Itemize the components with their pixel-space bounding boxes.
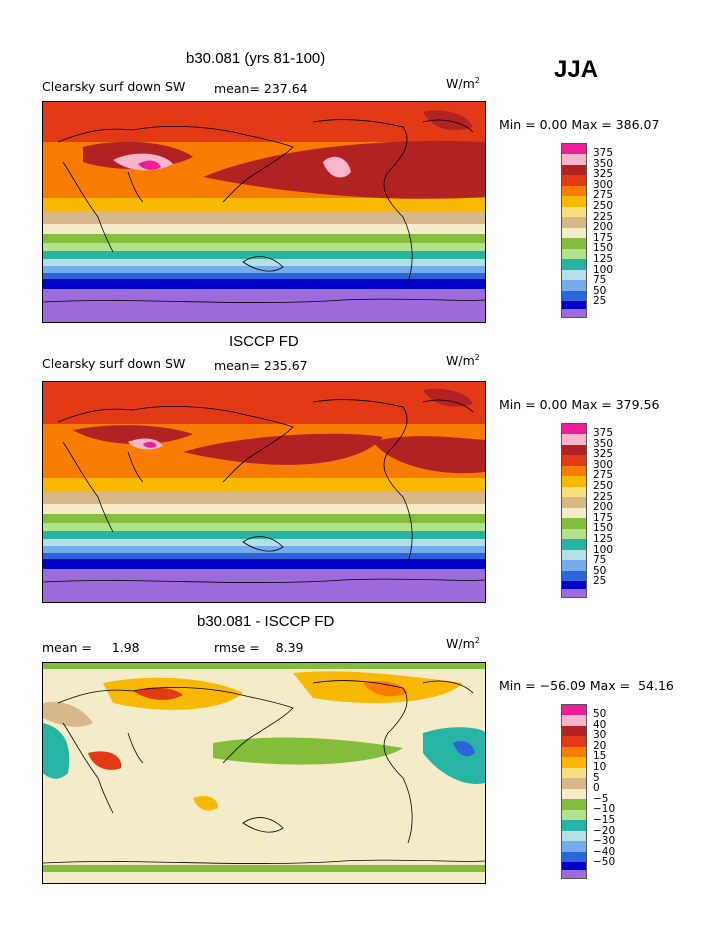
cb-tick: 350 bbox=[593, 157, 614, 170]
cb-tick: 175 bbox=[593, 231, 614, 244]
cb-tick: 350 bbox=[593, 437, 614, 450]
panel3-rmse: rmse = 8.39 bbox=[214, 640, 304, 655]
cb-tick: −15 bbox=[593, 813, 616, 826]
panel1-title: b30.081 (yrs 81-100) bbox=[186, 50, 326, 67]
cb-tick: 100 bbox=[593, 263, 614, 276]
cb-tick: 25 bbox=[593, 575, 607, 588]
panel1-mean: mean= 237.64 bbox=[214, 81, 308, 96]
panel3-colorbar-svg bbox=[561, 704, 587, 879]
cb-tick: 250 bbox=[593, 479, 614, 492]
cb-tick: 75 bbox=[593, 274, 607, 287]
cb-tick: 300 bbox=[593, 458, 614, 471]
panel2-colorbar-svg bbox=[561, 423, 587, 598]
panel2-map bbox=[42, 381, 486, 603]
cb-tick: 200 bbox=[593, 221, 614, 234]
cb-tick: 5 bbox=[593, 771, 600, 784]
panel1-units: W/m2 bbox=[446, 76, 480, 92]
panel3-mean: mean = 1.98 bbox=[42, 640, 140, 655]
cb-tick: 275 bbox=[593, 469, 614, 482]
cb-tick: 125 bbox=[593, 252, 614, 265]
panel1-colorbar-ticks: 375 350 325 300 275 250 225 200 175 150 … bbox=[593, 148, 613, 307]
panel1-minmax: Min = 0.00 Max = 386.07 bbox=[499, 117, 660, 132]
cb-tick: 15 bbox=[593, 750, 607, 763]
cb-tick: 0 bbox=[593, 782, 600, 795]
cb-tick: −10 bbox=[593, 803, 616, 816]
panel1-colorbar-svg bbox=[561, 143, 587, 318]
cb-tick: −30 bbox=[593, 835, 616, 848]
panel2-colorbar bbox=[561, 423, 589, 598]
panel1-map bbox=[42, 101, 486, 323]
cb-tick: 30 bbox=[593, 729, 607, 742]
cb-tick: 300 bbox=[593, 178, 614, 191]
panel1-variable-label: Clearsky surf down SW bbox=[42, 79, 186, 94]
cb-tick: 125 bbox=[593, 532, 614, 545]
cb-tick: 10 bbox=[593, 760, 607, 773]
cb-tick: −40 bbox=[593, 845, 616, 858]
panel3-minmax: Min = −56.09 Max = 54.16 bbox=[499, 678, 674, 693]
cb-tick: 150 bbox=[593, 522, 614, 535]
cb-tick: 175 bbox=[593, 511, 614, 524]
cb-tick: −20 bbox=[593, 824, 616, 837]
cb-tick: 50 bbox=[593, 564, 607, 577]
cb-tick: 250 bbox=[593, 199, 614, 212]
panel1-map-svg bbox=[43, 102, 485, 322]
cb-tick: −5 bbox=[593, 792, 609, 805]
panel2-map-svg bbox=[43, 382, 485, 602]
panel3-map-svg bbox=[43, 663, 485, 883]
cb-tick: 325 bbox=[593, 168, 614, 181]
cb-tick: 325 bbox=[593, 448, 614, 461]
cb-tick: 375 bbox=[593, 147, 614, 159]
season-label: JJA bbox=[554, 56, 599, 83]
panel2-variable-label: Clearsky surf down SW bbox=[42, 356, 186, 371]
cb-tick: 50 bbox=[593, 708, 607, 720]
panel2-title: ISCCP FD bbox=[229, 333, 299, 350]
cb-tick: 25 bbox=[593, 295, 607, 308]
panel3-title: b30.081 - ISCCP FD bbox=[197, 613, 335, 630]
panel3-units: W/m2 bbox=[446, 636, 480, 652]
cb-tick: 225 bbox=[593, 210, 614, 223]
panel3-colorbar bbox=[561, 704, 589, 879]
cb-tick: 100 bbox=[593, 543, 614, 556]
cb-tick: 275 bbox=[593, 189, 614, 202]
cb-tick: 75 bbox=[593, 554, 607, 567]
panel2-colorbar-ticks: 375 350 325 300 275 250 225 200 175 150 … bbox=[593, 428, 613, 587]
cb-tick: −50 bbox=[593, 856, 616, 869]
panel2-mean: mean= 235.67 bbox=[214, 358, 308, 373]
cb-tick: 50 bbox=[593, 284, 607, 297]
cb-tick: 20 bbox=[593, 739, 607, 752]
panel3-map bbox=[42, 662, 486, 884]
panel2-minmax: Min = 0.00 Max = 379.56 bbox=[499, 397, 660, 412]
cb-tick: 150 bbox=[593, 242, 614, 255]
cb-tick: 225 bbox=[593, 490, 614, 503]
cb-tick: 40 bbox=[593, 718, 607, 731]
cb-tick: 375 bbox=[593, 427, 614, 439]
cb-tick: 200 bbox=[593, 501, 614, 514]
panel2-units: W/m2 bbox=[446, 353, 480, 369]
panel1-colorbar bbox=[561, 143, 589, 318]
panel3-colorbar-ticks: 50 40 30 20 15 10 5 0 −5 −10 −15 −20 −30… bbox=[593, 709, 615, 868]
